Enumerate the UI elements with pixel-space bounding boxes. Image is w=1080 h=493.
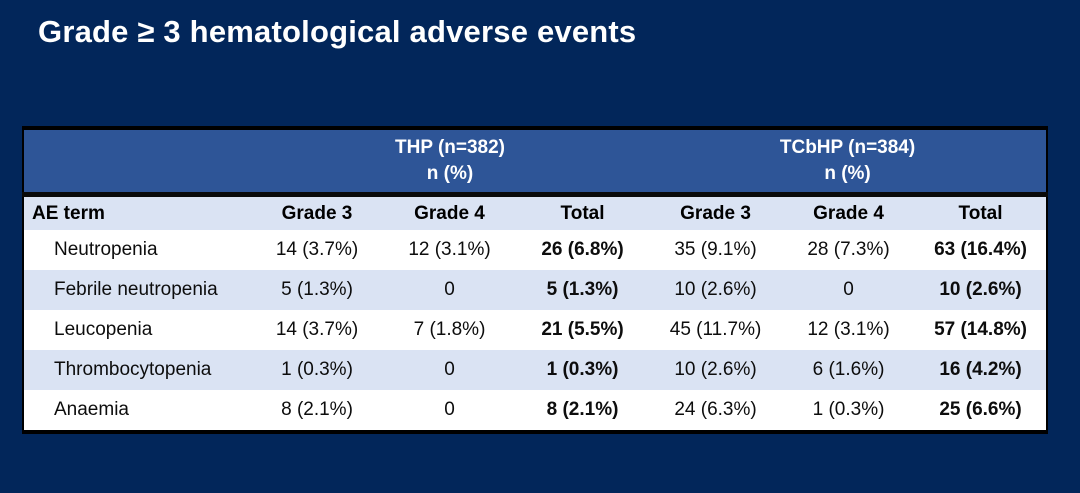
ae-term-cell: Febrile neutropenia (23, 270, 251, 310)
total-cell: 16 (4.2%) (915, 350, 1048, 390)
table-row-thrombocytopenia: Thrombocytopenia 1 (0.3%) 0 1 (0.3%) 10 … (23, 350, 1048, 390)
column-header-ae-term: AE term (23, 194, 251, 230)
column-header-tcbhp-grade4: Grade 4 (782, 194, 916, 230)
total-cell: 26 (6.8%) (516, 230, 650, 270)
value-cell: 24 (6.3%) (649, 390, 783, 432)
ae-term-cell: Thrombocytopenia (23, 350, 251, 390)
total-cell: 1 (0.3%) (516, 350, 650, 390)
adverse-events-table: THP (n=382) n (%) TCbHP (n=384) n (%) AE… (22, 126, 1049, 434)
ae-term-cell: Neutropenia (23, 230, 251, 270)
ae-term-cell: Anaemia (23, 390, 251, 432)
value-cell: 45 (11.7%) (649, 310, 783, 350)
value-cell: 10 (2.6%) (649, 350, 783, 390)
total-cell: 21 (5.5%) (516, 310, 650, 350)
group-header-tcbhp-label: TCbHP (n=384) (779, 137, 916, 159)
table-row-febrile-neutropenia: Febrile neutropenia 5 (1.3%) 0 5 (1.3%) … (23, 270, 1048, 310)
column-header-thp-grade3: Grade 3 (251, 194, 383, 230)
value-cell: 0 (383, 270, 516, 310)
table-row-leucopenia: Leucopenia 14 (3.7%) 7 (1.8%) 21 (5.5%) … (23, 310, 1048, 350)
total-cell: 63 (16.4%) (915, 230, 1048, 270)
adverse-events-table-container: THP (n=382) n (%) TCbHP (n=384) n (%) AE… (22, 126, 1049, 434)
value-cell: 5 (1.3%) (251, 270, 383, 310)
column-header-row: AE term Grade 3 Grade 4 Total Grade 3 Gr… (23, 194, 1048, 230)
total-cell: 5 (1.3%) (516, 270, 650, 310)
value-cell: 14 (3.7%) (251, 310, 383, 350)
group-header-thp: THP (n=382) n (%) (251, 128, 650, 197)
column-header-thp-grade4: Grade 4 (383, 194, 516, 230)
total-cell: 25 (6.6%) (915, 390, 1048, 432)
value-cell: 35 (9.1%) (649, 230, 783, 270)
value-cell: 1 (0.3%) (782, 390, 916, 432)
value-cell: 0 (782, 270, 916, 310)
total-cell: 57 (14.8%) (915, 310, 1048, 350)
group-header-thp-label: THP (n=382) (395, 137, 506, 159)
value-cell: 6 (1.6%) (782, 350, 916, 390)
value-cell: 1 (0.3%) (251, 350, 383, 390)
group-header-tcbhp: TCbHP (n=384) n (%) (649, 128, 1048, 197)
page-title: Grade ≥ 3 hematological adverse events (38, 14, 637, 49)
value-cell: 12 (3.1%) (782, 310, 916, 350)
value-cell: 12 (3.1%) (383, 230, 516, 270)
group-header-spacer (23, 128, 251, 197)
column-header-thp-total: Total (516, 194, 650, 230)
value-cell: 0 (383, 350, 516, 390)
group-header-tcbhp-sub: n (%) (824, 163, 871, 184)
group-header-thp-sub: n (%) (426, 163, 474, 184)
column-header-tcbhp-grade3: Grade 3 (649, 194, 783, 230)
table-row-anaemia: Anaemia 8 (2.1%) 0 8 (2.1%) 24 (6.3%) 1 … (23, 390, 1048, 432)
ae-term-cell: Leucopenia (23, 310, 251, 350)
value-cell: 14 (3.7%) (251, 230, 383, 270)
value-cell: 7 (1.8%) (383, 310, 516, 350)
total-cell: 8 (2.1%) (516, 390, 650, 432)
total-cell: 10 (2.6%) (915, 270, 1048, 310)
value-cell: 0 (383, 390, 516, 432)
value-cell: 10 (2.6%) (649, 270, 783, 310)
treatment-group-header-row: THP (n=382) n (%) TCbHP (n=384) n (%) (23, 128, 1048, 197)
value-cell: 8 (2.1%) (251, 390, 383, 432)
column-header-tcbhp-total: Total (915, 194, 1048, 230)
table-row-neutropenia: Neutropenia 14 (3.7%) 12 (3.1%) 26 (6.8%… (23, 230, 1048, 270)
value-cell: 28 (7.3%) (782, 230, 916, 270)
